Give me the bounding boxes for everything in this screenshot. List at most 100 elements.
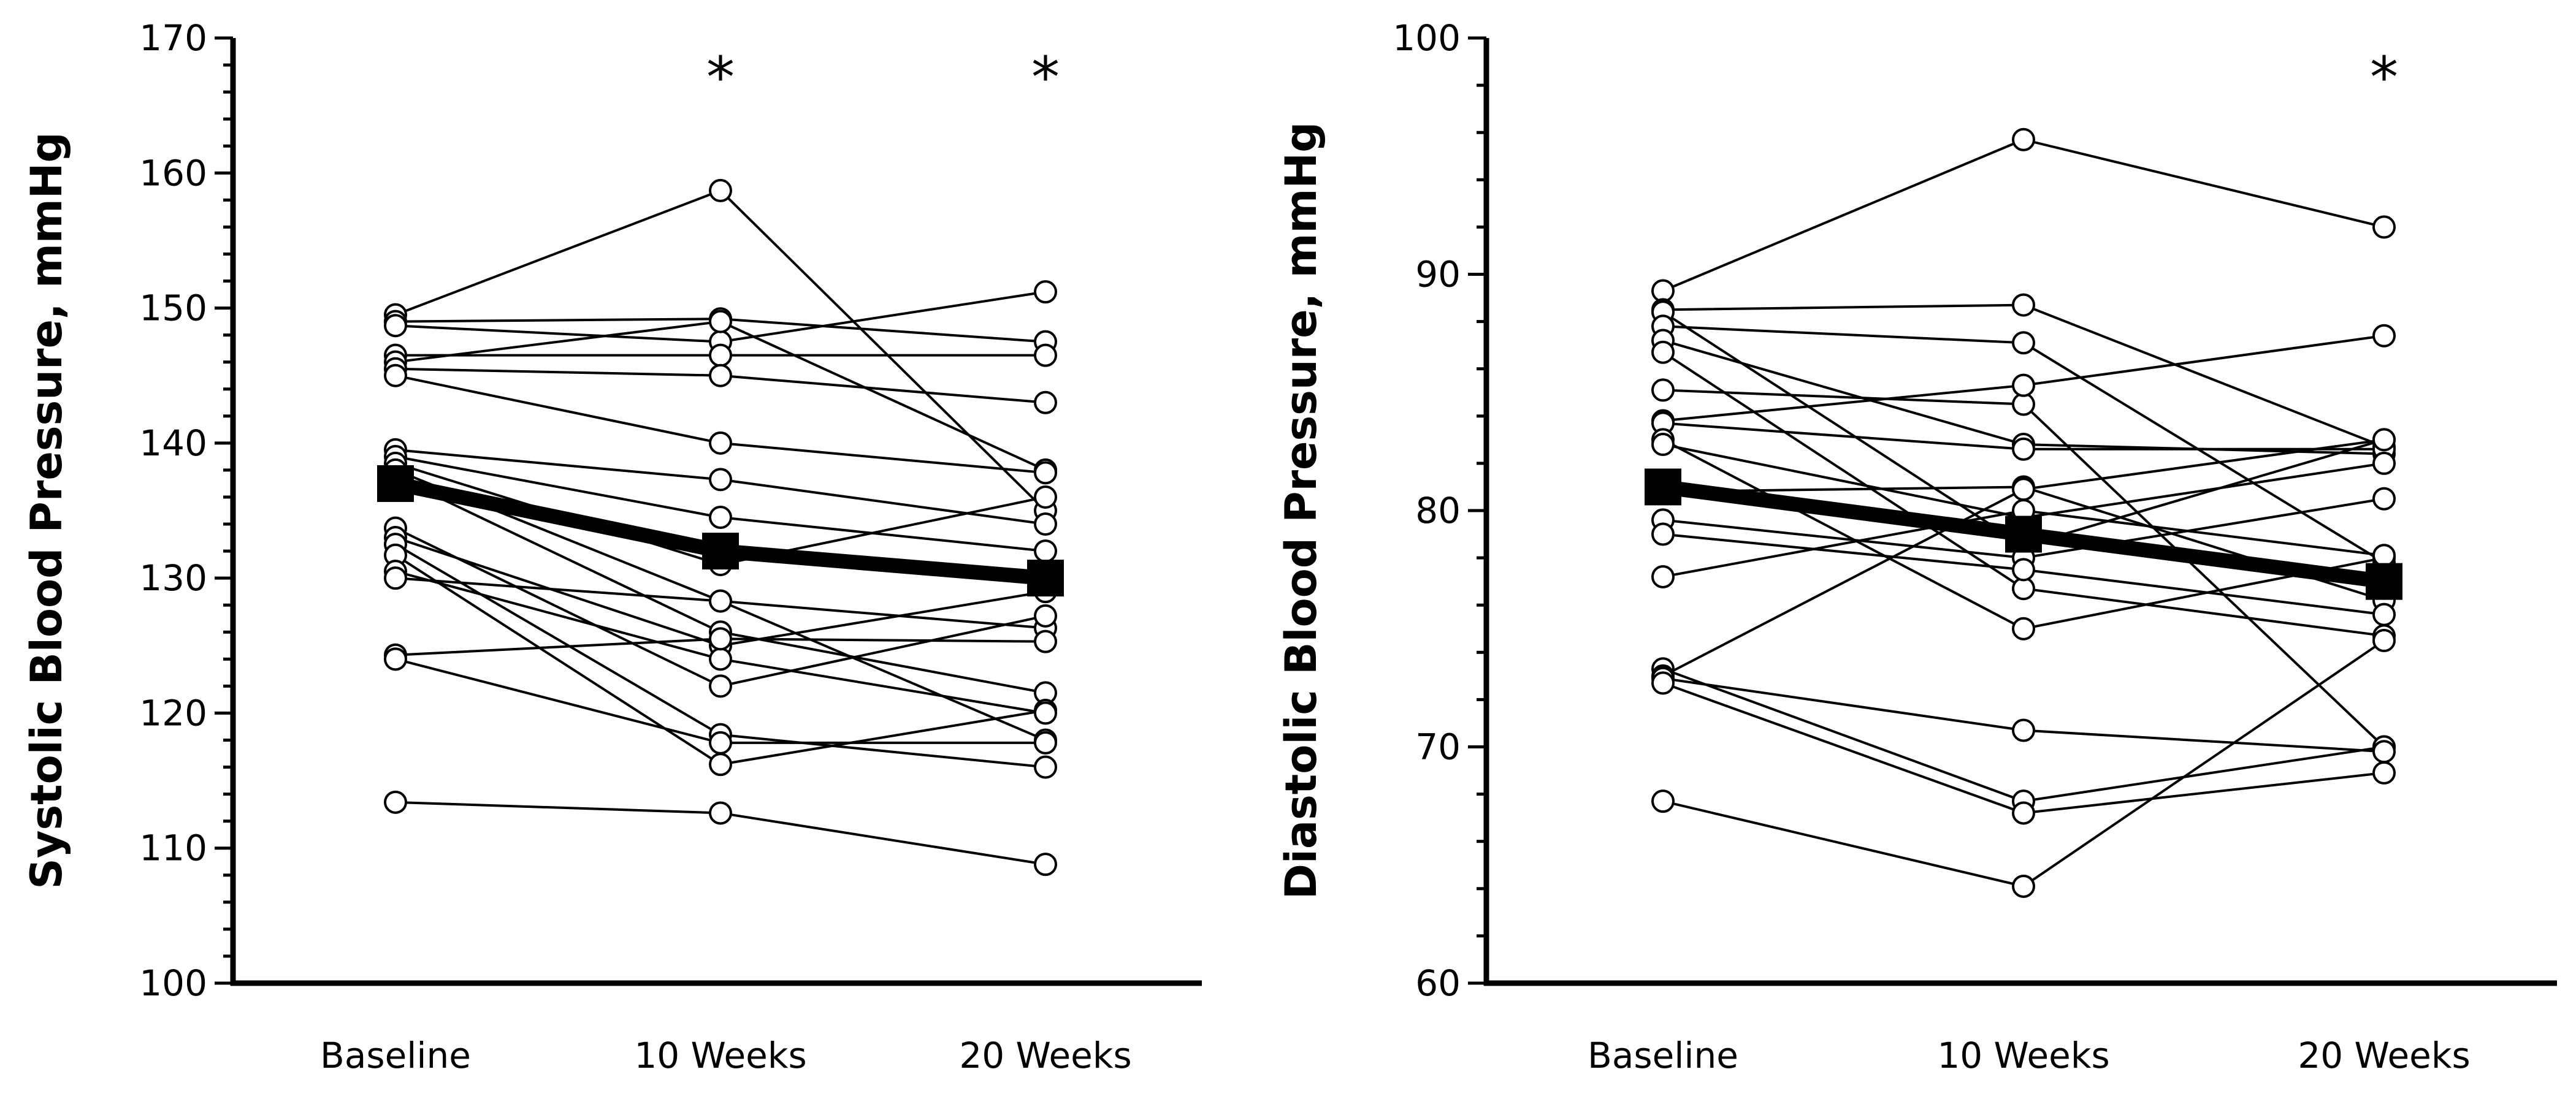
systolic-participant-20-series: [384, 647, 1057, 755]
systolic-participant-6-series: [384, 357, 1057, 414]
systolic-participant-point: [384, 647, 407, 671]
diastolic-participant-point: [2372, 451, 2396, 475]
systolic-participant-point: [1034, 485, 1057, 509]
systolic-participant-3-series: [384, 280, 1057, 354]
systolic-significance-star: *: [1031, 45, 1060, 110]
systolic-x-tick-label: 10 Weeks: [634, 1035, 806, 1076]
diastolic-participant-point: [1651, 789, 1675, 813]
systolic-y-tick-label: 140: [139, 422, 207, 464]
diastolic-participant-point: [2012, 801, 2035, 825]
systolic-participant-point: [1034, 512, 1057, 536]
systolic-y-tick-label: 100: [139, 962, 207, 1004]
systolic-participant-point: [1034, 539, 1057, 563]
diastolic-participant-19-series: [1651, 671, 2396, 825]
diastolic-participant-point: [2012, 477, 2035, 501]
systolic-participant-point: [709, 468, 732, 492]
diastolic-mean-point: [2366, 563, 2402, 600]
diastolic-participant-point: [2012, 558, 2035, 582]
systolic-participant-point: [384, 566, 407, 590]
diastolic-y-tick-label: 70: [1415, 726, 1461, 768]
diastolic-mean-point: [2005, 515, 2042, 553]
diastolic-participant-point: [2372, 603, 2396, 626]
systolic-y-tick-label: 110: [139, 827, 207, 869]
systolic-participant-point: [709, 431, 732, 455]
diastolic-participant-point: [2372, 740, 2396, 764]
diastolic-participant-14-series: [1651, 522, 2396, 626]
diastolic-participant-18-series: [1651, 666, 2396, 764]
systolic-participant-point: [1034, 731, 1057, 755]
diastolic-participant-point: [2012, 617, 2035, 641]
diastolic-y-tick-label: 100: [1393, 17, 1461, 59]
systolic-participant-point: [709, 627, 732, 651]
systolic-participant-point: [1034, 461, 1057, 485]
diastolic-participant-point: [1651, 378, 1675, 402]
systolic-mean-series: [377, 465, 1064, 597]
systolic-participant-point: [709, 506, 732, 530]
diastolic-participant-point: [2012, 437, 2035, 461]
diastolic-participant-point: [1651, 433, 1675, 457]
systolic-participant-point: [384, 314, 407, 338]
diastolic-y-tick-label: 80: [1415, 490, 1461, 531]
diastolic-participant-point: [2012, 331, 2035, 355]
systolic-participant-7-series: [384, 363, 1057, 485]
diastolic-participant-line: [1662, 138, 2385, 292]
diastolic-participant-point: [1651, 522, 1675, 546]
diastolic-x-tick-label: 10 Weeks: [1937, 1035, 2109, 1076]
systolic-participant-point: [709, 731, 732, 755]
diastolic-participant-point: [2372, 215, 2396, 239]
systolic-y-axis-title: Systolic Blood Pressure, mmHg: [21, 132, 72, 889]
systolic-participant-point: [709, 674, 732, 698]
diastolic-x-tick-label: Baseline: [1588, 1035, 1738, 1076]
diastolic-participant-point: [2012, 373, 2035, 397]
systolic-participant-point: [1034, 629, 1057, 653]
diastolic-x-tick-label: 20 Weeks: [2298, 1035, 2470, 1076]
systolic-x-tick-label: 20 Weeks: [959, 1035, 1131, 1076]
systolic-participant-point: [709, 343, 732, 367]
diastolic-participant-point: [2372, 544, 2396, 568]
systolic-participant-point: [1034, 701, 1057, 725]
systolic-y-tick-label: 150: [139, 287, 207, 329]
diastolic-participant-point: [2012, 127, 2035, 151]
systolic-participant-13-series: [384, 516, 1057, 698]
systolic-participant-point: [1034, 604, 1057, 628]
systolic-chart-panel: 100 110 120 130 140 150 160 170 Baseline 10 Weeks…: [21, 17, 1202, 1076]
systolic-participant-point: [709, 363, 732, 387]
diastolic-participant-point: [2372, 487, 2396, 511]
systolic-participant-point: [1034, 390, 1057, 414]
diastolic-participant-15-series: [1651, 499, 2396, 588]
diastolic-mean-series: [1645, 468, 2402, 600]
systolic-y-tick-label: 160: [139, 152, 207, 194]
systolic-y-tick-label: 170: [139, 17, 207, 59]
diastolic-chart-panel: 60 70 80 90 100 Baseline 10 Weeks 20 Weeks Diast…: [1276, 17, 2557, 1076]
diastolic-participant-point: [2372, 324, 2396, 348]
systolic-participant-point: [709, 753, 732, 777]
systolic-significance-star: *: [706, 45, 735, 110]
systolic-participant-point: [1034, 343, 1057, 367]
diastolic-participant-point: [2012, 718, 2035, 742]
diastolic-participant-point: [2372, 428, 2396, 452]
systolic-mean-point: [702, 533, 739, 570]
systolic-participant-point: [1034, 280, 1057, 304]
diastolic-y-tick-label: 90: [1415, 254, 1461, 295]
systolic-participant-point: [709, 589, 732, 613]
diastolic-significance-star: *: [2370, 45, 2398, 110]
systolic-y-tick-label: 120: [139, 692, 207, 734]
systolic-participant-point: [384, 363, 407, 387]
diastolic-participant-point: [1651, 671, 1675, 695]
diastolic-participant-point: [2372, 761, 2396, 785]
systolic-participant-21-series: [384, 790, 1057, 877]
systolic-participant-point: [1034, 755, 1057, 779]
systolic-participant-point: [1034, 853, 1057, 877]
diastolic-y-tick-label: 60: [1415, 962, 1461, 1004]
systolic-participant-point: [709, 801, 732, 825]
systolic-mean-point: [1027, 560, 1064, 597]
diastolic-participant-point: [2372, 629, 2396, 653]
systolic-participant-point: [384, 790, 407, 814]
diastolic-participant-point: [2012, 874, 2035, 898]
systolic-participant-4-series: [384, 343, 1057, 367]
systolic-x-tick-label: Baseline: [320, 1035, 471, 1076]
diastolic-participant-20-series: [1651, 629, 2396, 898]
systolic-y-tick-label: 130: [139, 557, 207, 599]
